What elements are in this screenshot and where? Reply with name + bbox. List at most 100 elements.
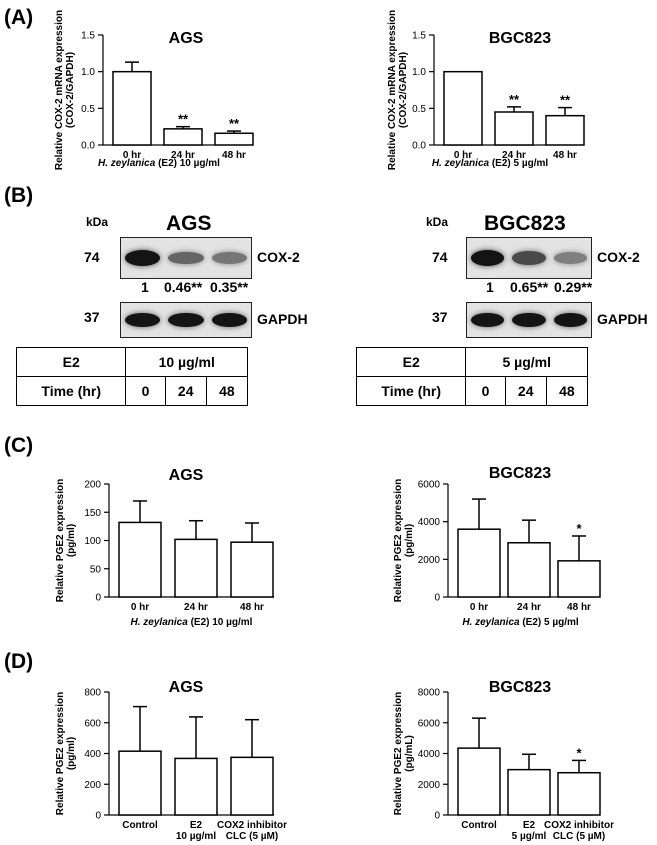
x-tick-label: 5 µg/ml xyxy=(512,831,547,842)
y-axis-label: (COX-2/GAPDH) xyxy=(398,52,409,128)
x-tick-label: 24 hr xyxy=(517,602,541,613)
y-axis-label: Relative COX-2 mRNA expression xyxy=(54,10,65,170)
y-axis-label: (pg/ml) xyxy=(66,737,77,770)
y-tick-label: 200 xyxy=(84,780,101,791)
quant-ags-0: 1 xyxy=(141,279,149,295)
y-tick-label: 4000 xyxy=(418,749,441,760)
y-tick-label: 0 xyxy=(434,593,440,604)
y-axis-label: Relative PGE2 expression xyxy=(55,479,66,602)
x-tick-label: 24 hr xyxy=(502,150,526,161)
mw-37-bgc823: 37 xyxy=(432,309,448,325)
y-tick-label: 8000 xyxy=(418,688,441,699)
cox2-band xyxy=(512,251,546,265)
gapdh-band xyxy=(125,313,161,327)
x-tick-label: 0 hr xyxy=(131,602,149,613)
bar xyxy=(230,541,274,598)
x-tick-label: 10 µg/ml xyxy=(176,831,216,842)
x-tick-label: Control xyxy=(122,820,158,831)
x-tick-label: 48 hr xyxy=(567,602,591,613)
kda-label-ags: kDa xyxy=(86,215,109,229)
y-tick-label: 0 xyxy=(434,811,440,822)
y-tick-label: 150 xyxy=(84,508,101,519)
gapdh-band xyxy=(211,313,247,327)
bar xyxy=(163,128,203,146)
kda-label-bgc823: kDa xyxy=(426,215,449,229)
chart-title: AGS xyxy=(169,679,204,696)
y-axis-label: Relative PGE2 expression xyxy=(393,692,404,815)
chart-title: BGC823 xyxy=(489,30,551,47)
bar xyxy=(457,747,501,816)
table-label-time-bgc823: Time (hr) xyxy=(355,376,467,406)
x-tick-label: COX2 inhibitor xyxy=(217,820,287,831)
gapdh-blot-ags xyxy=(120,302,252,338)
x-tick-label: COX2 inhibitor xyxy=(544,820,614,831)
gapdh-label-ags: GAPDH xyxy=(257,311,308,327)
table-dose-ags: 10 µg/ml xyxy=(125,347,248,377)
gapdh-band xyxy=(553,313,587,327)
bar xyxy=(118,521,162,598)
y-tick-label: 50 xyxy=(90,564,102,575)
y-tick-label: 1.0 xyxy=(412,67,426,78)
table-time-bgc823-1: 24 xyxy=(504,376,547,406)
y-tick-label: 600 xyxy=(84,718,101,729)
quant-ags-2: 0.35** xyxy=(210,279,249,295)
blot-title-ags: AGS xyxy=(166,212,212,235)
mw-37-ags: 37 xyxy=(84,309,100,325)
table-time-bgc823-2: 48 xyxy=(545,376,589,406)
quant-ags-1: 0.46** xyxy=(164,279,203,295)
chart-d-bgc823: BGC823 0 2000 4000 6000 8000 Relative PGE2 exp… xyxy=(393,679,614,842)
gapdh-band xyxy=(168,313,204,327)
x-tick-label: E2 xyxy=(190,820,203,831)
significance-mark: * xyxy=(576,521,582,536)
bar xyxy=(112,70,152,146)
x-tick-label: CLC (5 µM) xyxy=(226,831,278,842)
y-tick-label: 4000 xyxy=(418,517,441,528)
bar xyxy=(174,538,218,598)
table-time-ags-1: 24 xyxy=(164,376,207,406)
significance-mark: ** xyxy=(560,93,571,108)
x-tick-label: 0 hr xyxy=(454,150,472,161)
mw-74-bgc823: 74 xyxy=(432,249,448,265)
chart-a-ags: AGS 0.0 0.5 1.0 1.5 Relative COX-2 mRNA expre… xyxy=(54,10,254,170)
quant-bgc823-0: 1 xyxy=(486,279,494,295)
table-label-e2-ags: E2 xyxy=(15,347,127,377)
y-tick-label: 1.5 xyxy=(81,31,95,42)
x-tick-label: 48 hr xyxy=(553,150,577,161)
treatment-table-ags: E2 10 µg/ml Time (hr) 0 24 48 xyxy=(15,347,249,406)
panel-label-d: (D) xyxy=(4,650,34,673)
table-label-time-ags: Time (hr) xyxy=(15,376,127,406)
bar xyxy=(118,750,162,816)
y-axis-label: (pg/mL) xyxy=(404,735,415,772)
bar xyxy=(443,70,483,146)
bar xyxy=(230,756,274,816)
table-label-e2-bgc823: E2 xyxy=(355,347,467,377)
bar xyxy=(545,114,585,146)
y-tick-label: 1.0 xyxy=(81,67,95,78)
chart-title: BGC823 xyxy=(489,465,551,482)
bar xyxy=(494,111,534,146)
table-time-ags-2: 48 xyxy=(205,376,249,406)
y-tick-label: 200 xyxy=(84,480,101,491)
x-tick-label: 0 hr xyxy=(470,602,488,613)
chart-a-bgc823: BGC823 0.0 0.5 1.0 1.5 Relative COX-2 mRNA ex… xyxy=(387,10,585,170)
y-tick-label: 0 xyxy=(95,593,101,604)
y-tick-label: 0.0 xyxy=(81,141,95,152)
chart-d-ags: AGS 0 200 400 600 800 Relative PGE2 expression… xyxy=(55,679,287,842)
y-axis-label: (pg/ml) xyxy=(404,524,415,557)
bar xyxy=(457,528,501,598)
gapdh-blot-bgc823 xyxy=(466,302,592,338)
bar xyxy=(557,771,601,816)
bar xyxy=(214,132,254,146)
x-tick-label: 48 hr xyxy=(222,150,246,161)
cox2-band xyxy=(211,251,247,265)
y-tick-label: 1.5 xyxy=(412,31,426,42)
x-tick-label: 24 hr xyxy=(171,150,195,161)
significance-mark: * xyxy=(576,745,582,760)
cox2-band xyxy=(553,252,587,264)
x-axis-label: H. zeylanica (E2) 5 µg/ml xyxy=(432,158,549,169)
y-tick-label: 0.5 xyxy=(81,104,95,115)
y-tick-label: 800 xyxy=(84,688,101,699)
y-tick-label: 400 xyxy=(84,749,101,760)
y-tick-label: 0.0 xyxy=(412,141,426,152)
